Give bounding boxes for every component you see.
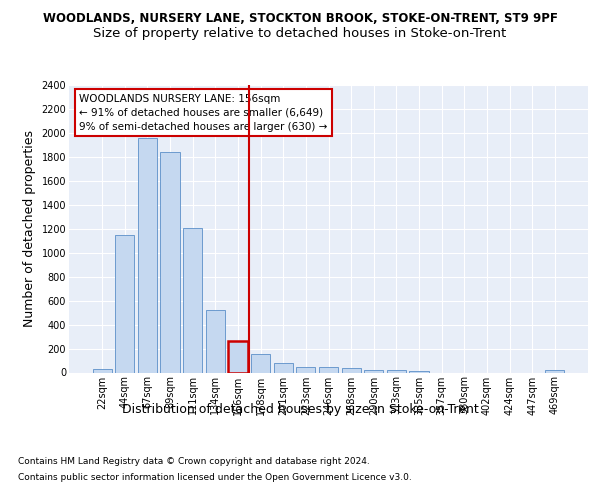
Bar (274, 363, 293, 372)
Text: WOODLANDS, NURSERY LANE, STOCKTON BROOK, STOKE-ON-TRENT, ST9 9PF: WOODLANDS, NURSERY LANE, STOCKTON BROOK,… (43, 12, 557, 26)
Text: Distribution of detached houses by size in Stoke-on-Trent: Distribution of detached houses by size … (122, 402, 478, 415)
Text: WOODLANDS NURSERY LANE: 156sqm
← 91% of detached houses are smaller (6,649)
9% o: WOODLANDS NURSERY LANE: 156sqm ← 91% of … (79, 94, 328, 132)
Bar (229, 341, 248, 372)
Bar (545, 370, 565, 372)
Bar (387, 370, 406, 372)
Bar (251, 354, 270, 372)
Bar (341, 368, 361, 372)
Bar (138, 138, 157, 372)
Bar (160, 152, 180, 372)
Text: Size of property relative to detached houses in Stoke-on-Trent: Size of property relative to detached ho… (94, 28, 506, 40)
Bar (364, 370, 383, 372)
Y-axis label: Number of detached properties: Number of detached properties (23, 130, 36, 327)
Bar (92, 369, 112, 372)
Bar (409, 370, 428, 372)
Bar (183, 228, 202, 372)
Text: Contains HM Land Registry data © Crown copyright and database right 2024.: Contains HM Land Registry data © Crown c… (18, 458, 370, 466)
Bar (319, 367, 338, 372)
Bar (296, 366, 316, 372)
Bar (115, 234, 134, 372)
Bar (206, 310, 225, 372)
Text: Contains public sector information licensed under the Open Government Licence v3: Contains public sector information licen… (18, 472, 412, 482)
